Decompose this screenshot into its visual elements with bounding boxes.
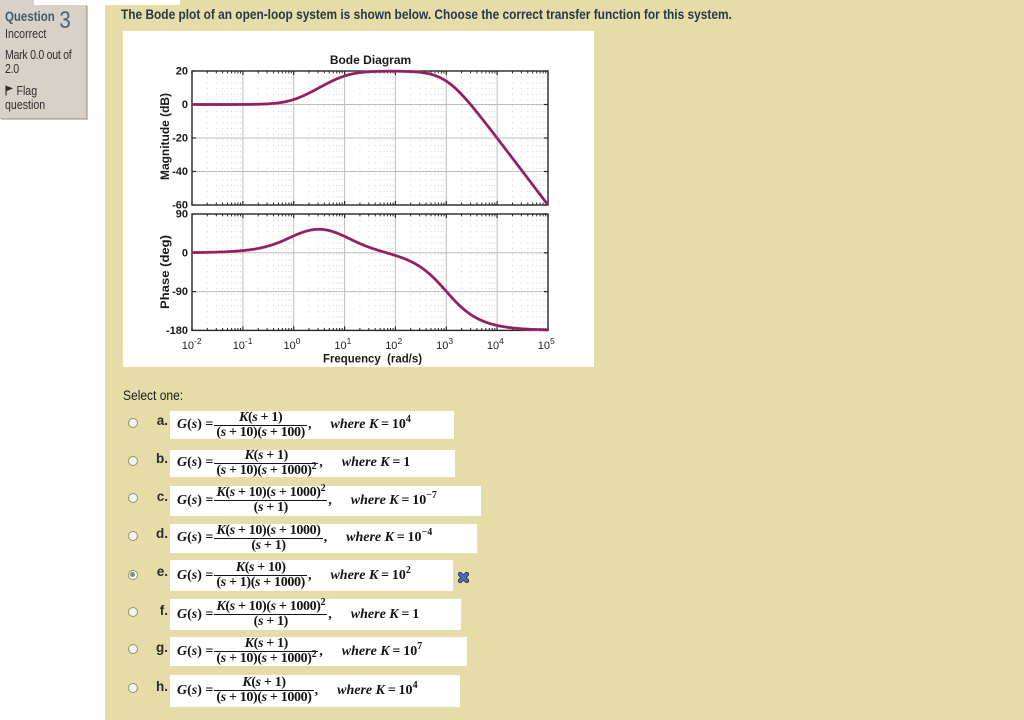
svg-text:0: 0 (182, 99, 188, 111)
svg-text:-90: -90 (172, 286, 188, 298)
svg-text:-40: -40 (172, 166, 188, 178)
svg-text:Magnitude (dB): Magnitude (dB) (158, 93, 172, 180)
svg-text:0: 0 (182, 247, 188, 259)
svg-text:Phase (deg): Phase (deg) (158, 235, 172, 309)
svg-text:90: 90 (176, 209, 188, 221)
svg-text:20: 20 (176, 66, 188, 78)
svg-text:-60: -60 (172, 200, 188, 212)
svg-text:-20: -20 (172, 133, 188, 145)
svg-text:Bode Diagram: Bode Diagram (330, 53, 411, 67)
svg-text:-180: -180 (166, 325, 188, 337)
svg-text:Frequency (rad/s): Frequency (rad/s) (323, 352, 422, 366)
